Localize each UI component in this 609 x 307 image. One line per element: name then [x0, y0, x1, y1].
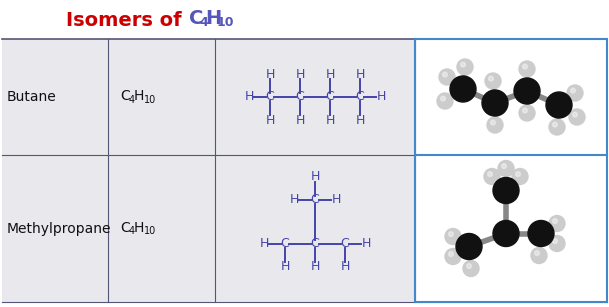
- Text: C: C: [189, 10, 203, 29]
- Circle shape: [571, 88, 576, 93]
- Text: C: C: [356, 91, 364, 103]
- Circle shape: [498, 161, 514, 177]
- Circle shape: [549, 235, 565, 251]
- Circle shape: [546, 92, 572, 118]
- Text: 10: 10: [217, 17, 234, 29]
- Circle shape: [567, 85, 583, 101]
- Circle shape: [487, 117, 503, 133]
- Text: H: H: [361, 237, 371, 250]
- Text: 4: 4: [199, 17, 208, 29]
- Circle shape: [488, 76, 493, 81]
- Text: C: C: [311, 237, 319, 250]
- Text: H: H: [311, 170, 320, 183]
- Text: H: H: [325, 114, 335, 126]
- Circle shape: [523, 64, 527, 69]
- Circle shape: [466, 264, 471, 269]
- Text: C: C: [311, 193, 319, 206]
- Circle shape: [485, 73, 501, 89]
- Circle shape: [437, 93, 453, 109]
- Circle shape: [460, 62, 465, 67]
- Text: H: H: [266, 114, 275, 126]
- Text: Isomers of: Isomers of: [66, 10, 188, 29]
- Text: C: C: [340, 237, 350, 250]
- Circle shape: [493, 177, 519, 204]
- Circle shape: [440, 96, 445, 101]
- Text: H: H: [376, 91, 385, 103]
- Circle shape: [456, 234, 482, 259]
- Text: H: H: [244, 91, 254, 103]
- Text: H: H: [289, 193, 298, 206]
- Circle shape: [449, 252, 453, 257]
- Text: H: H: [325, 68, 335, 80]
- Circle shape: [502, 164, 507, 169]
- Circle shape: [514, 78, 540, 104]
- Text: H: H: [266, 68, 275, 80]
- Circle shape: [449, 232, 453, 236]
- Circle shape: [552, 122, 557, 127]
- Circle shape: [519, 105, 535, 121]
- Text: H: H: [295, 68, 304, 80]
- Text: H: H: [295, 114, 304, 126]
- Circle shape: [443, 72, 448, 77]
- Circle shape: [572, 112, 577, 117]
- Circle shape: [531, 247, 547, 263]
- Circle shape: [569, 109, 585, 125]
- Circle shape: [549, 119, 565, 135]
- Circle shape: [445, 228, 461, 244]
- Circle shape: [528, 220, 554, 247]
- Bar: [415, 39, 607, 155]
- Bar: [2, 155, 607, 302]
- Circle shape: [463, 261, 479, 277]
- Circle shape: [457, 59, 473, 75]
- Text: H: H: [134, 220, 144, 235]
- Text: C: C: [326, 91, 334, 103]
- Circle shape: [484, 169, 500, 185]
- Circle shape: [445, 248, 461, 265]
- Text: H: H: [340, 260, 350, 273]
- Text: 4: 4: [129, 227, 135, 236]
- Circle shape: [450, 76, 476, 102]
- Circle shape: [552, 239, 557, 243]
- Text: 10: 10: [144, 227, 157, 236]
- Circle shape: [493, 220, 519, 247]
- Circle shape: [439, 69, 455, 85]
- Circle shape: [482, 90, 508, 116]
- Bar: [2, 39, 607, 155]
- Text: H: H: [134, 89, 144, 103]
- Text: C: C: [120, 89, 130, 103]
- Circle shape: [552, 219, 557, 223]
- Text: Methylpropane: Methylpropane: [7, 221, 111, 235]
- Text: H: H: [331, 193, 340, 206]
- Text: C: C: [266, 91, 275, 103]
- Circle shape: [491, 120, 495, 125]
- Text: H: H: [280, 260, 290, 273]
- Text: 4: 4: [129, 95, 135, 105]
- Circle shape: [523, 108, 527, 113]
- Circle shape: [488, 172, 493, 177]
- Circle shape: [535, 251, 540, 255]
- Text: H: H: [259, 237, 269, 250]
- Text: C: C: [120, 220, 130, 235]
- Text: H: H: [355, 114, 365, 126]
- Circle shape: [519, 61, 535, 77]
- Circle shape: [512, 169, 528, 185]
- Text: C: C: [281, 237, 289, 250]
- Circle shape: [549, 216, 565, 231]
- Bar: [415, 155, 607, 302]
- Circle shape: [516, 172, 521, 177]
- Text: H: H: [355, 68, 365, 80]
- Text: H: H: [205, 10, 221, 29]
- Text: Butane: Butane: [7, 90, 57, 104]
- Text: 10: 10: [144, 95, 157, 105]
- Text: H: H: [311, 260, 320, 273]
- Text: C: C: [295, 91, 304, 103]
